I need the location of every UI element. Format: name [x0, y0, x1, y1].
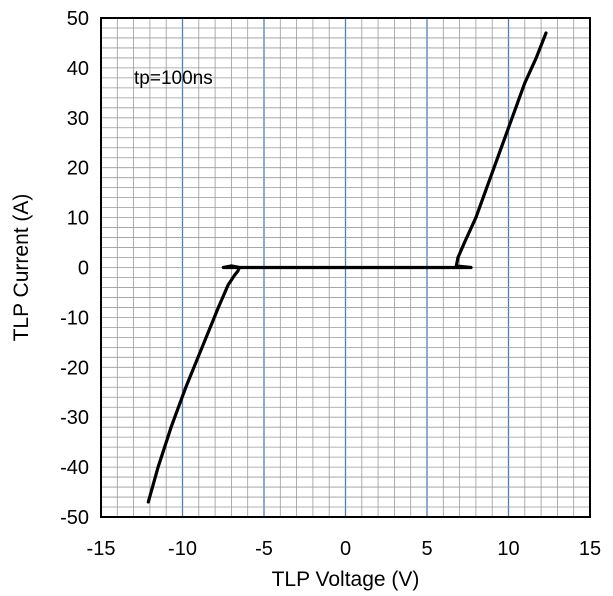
y-tick-labels: -50 -40 -30 -20 -10 0 10 20 30 40 50 [60, 8, 89, 529]
y-tick-label: -40 [60, 457, 89, 479]
y-axis-title: TLP Current (A) [10, 194, 33, 342]
series-layer [146, 31, 548, 504]
y-tick-label: -10 [60, 307, 89, 329]
y-tick-label: 30 [67, 108, 89, 130]
iv-curve-series [146, 31, 548, 504]
pulse-width-annotation: tp=100ns [134, 68, 213, 89]
y-tick-label: -50 [60, 507, 89, 529]
x-axis-title: TLP Voltage (V) [272, 568, 420, 591]
x-tick-label: -15 [87, 538, 116, 560]
y-tick-label: 50 [67, 8, 89, 30]
x-tick-label: -5 [255, 538, 273, 560]
y-tick-label: 0 [78, 258, 89, 280]
y-tick-label: -30 [60, 407, 89, 429]
x-tick-label: 0 [340, 538, 351, 560]
y-tick-label: 10 [67, 208, 89, 230]
y-tick-label: -20 [60, 357, 89, 379]
x-tick-label: -10 [168, 538, 197, 560]
x-tick-label: 10 [497, 538, 519, 560]
x-tick-label: 5 [421, 538, 432, 560]
plot-border [100, 17, 591, 518]
x-tick-labels: -15 -10 -5 0 5 10 15 [87, 538, 602, 560]
x-tick-label: 15 [579, 538, 601, 560]
plot-frame [100, 17, 591, 518]
y-tick-label: 20 [67, 158, 89, 180]
y-tick-label: 40 [67, 58, 89, 80]
